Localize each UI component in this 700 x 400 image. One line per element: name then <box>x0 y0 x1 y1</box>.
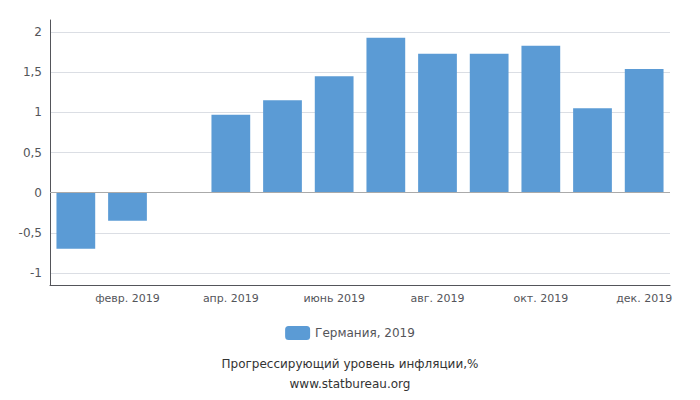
svg-text:февр. 2019: февр. 2019 <box>95 292 160 305</box>
svg-text:Прогрессирующий уровень инфляц: Прогрессирующий уровень инфляции,% <box>222 357 479 371</box>
svg-text:-1: -1 <box>30 266 42 280</box>
svg-text:авг. 2019: авг. 2019 <box>411 292 465 305</box>
svg-text:Германия, 2019: Германия, 2019 <box>315 326 415 340</box>
svg-text:www.statbureau.org: www.statbureau.org <box>290 377 411 391</box>
svg-text:апр. 2019: апр. 2019 <box>203 292 259 305</box>
svg-text:окт. 2019: окт. 2019 <box>513 292 568 305</box>
svg-text:дек. 2019: дек. 2019 <box>616 292 672 305</box>
svg-text:0: 0 <box>34 186 42 200</box>
svg-text:1: 1 <box>34 105 42 119</box>
svg-text:-0,5: -0,5 <box>19 226 42 240</box>
svg-text:0,5: 0,5 <box>23 146 42 160</box>
svg-text:июнь 2019: июнь 2019 <box>303 292 365 305</box>
svg-text:2: 2 <box>34 25 42 39</box>
svg-text:1,5: 1,5 <box>23 65 42 79</box>
